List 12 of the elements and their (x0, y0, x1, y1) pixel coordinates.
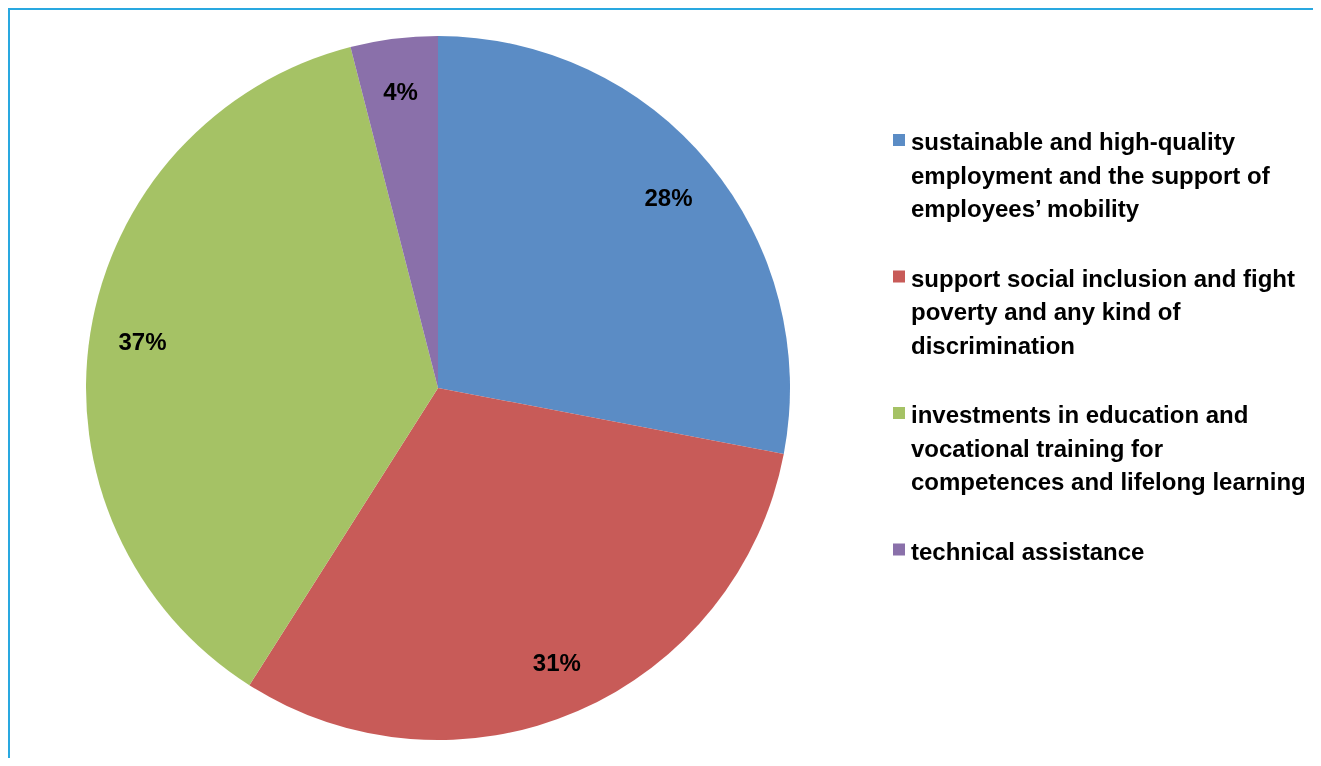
pie-slice (350, 36, 438, 388)
legend-label: support social inclusion and fight poverty and any kind of discrimination (911, 264, 1296, 359)
legend-label: sustainable and high-quality employment and the support of employees’ mobility (911, 128, 1271, 223)
pie-slice (86, 47, 438, 686)
pie-slice (438, 36, 790, 454)
legend-label: investments in education and vocational training for competences and lifelong learning (911, 401, 1306, 496)
data-label: 28% (644, 183, 693, 211)
data-label: 31% (532, 648, 581, 676)
data-label: 37% (118, 327, 167, 355)
legend-label: technical assistance (911, 537, 1145, 565)
pie-slice (249, 388, 784, 740)
data-label: 4% (383, 77, 418, 105)
